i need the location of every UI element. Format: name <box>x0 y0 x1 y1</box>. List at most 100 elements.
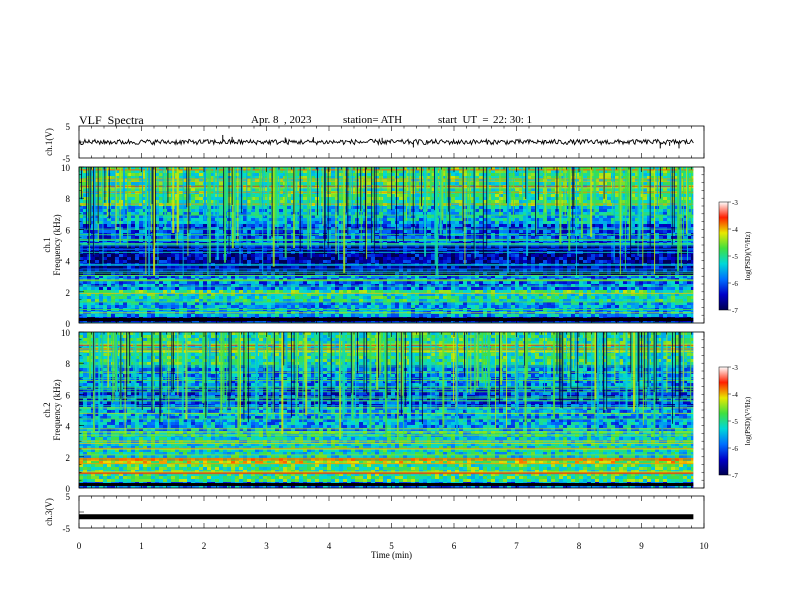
spectrogram-cell <box>639 254 643 257</box>
spectrogram-cell <box>635 182 639 185</box>
spectrogram-cell <box>263 188 267 191</box>
spectrogram-cell <box>183 260 187 263</box>
spectrogram-cell <box>351 182 355 185</box>
spectrogram-cell <box>299 200 303 203</box>
spectrogram-cell <box>127 212 131 215</box>
spectrogram-cell <box>531 245 535 248</box>
spectrogram-cell <box>483 257 487 260</box>
spectrogram-cell <box>115 254 119 257</box>
spectrogram-cell <box>667 209 671 212</box>
spectrogram-cell <box>351 173 355 176</box>
spectrogram-cell <box>99 227 103 230</box>
spectrogram-cell <box>503 212 507 215</box>
spectrogram-cell <box>499 236 503 239</box>
spectrogram-cell <box>455 230 459 233</box>
spectrogram-cell <box>503 236 507 239</box>
spectrogram-cell <box>583 218 587 221</box>
spectrogram-cell <box>467 236 471 239</box>
spectrogram-cell <box>543 224 547 227</box>
spectrogram-cell <box>159 188 163 191</box>
spectrogram-cell <box>667 200 671 203</box>
spectrogram-cell <box>95 260 99 263</box>
spectrogram-cell <box>279 176 283 179</box>
spectrogram-cell <box>563 236 567 239</box>
spectrogram-cell <box>347 188 351 191</box>
spectrogram-cell <box>443 212 447 215</box>
spectrogram-cell <box>159 200 163 203</box>
spectrogram-cell <box>647 197 651 200</box>
spectrogram-cell <box>391 188 395 191</box>
spectrogram-cell <box>495 221 499 224</box>
spectrogram-cell <box>331 215 335 218</box>
spectrogram-cell <box>591 176 595 179</box>
spectrogram-cell <box>583 212 587 215</box>
spectrogram-cell <box>139 167 143 170</box>
spectrogram-cell <box>631 215 635 218</box>
spectrogram-cell <box>535 236 539 239</box>
spectrogram-cell <box>503 182 507 185</box>
spectrogram-cell <box>191 170 195 173</box>
spectrogram-cell <box>191 212 195 215</box>
spectrogram-cell <box>547 221 551 224</box>
spectrogram-cell <box>487 179 491 182</box>
spectrogram-cell <box>587 227 591 230</box>
spectrogram-cell <box>587 257 591 260</box>
spectrogram-cell <box>195 215 199 218</box>
spectrogram-cell <box>219 230 223 233</box>
spectrogram-cell <box>303 257 307 260</box>
spectrogram-cell <box>547 227 551 230</box>
spectrogram-cell <box>431 176 435 179</box>
spectrogram-cell <box>311 209 315 212</box>
spectrogram-cell <box>219 173 223 176</box>
spectrogram-cell <box>315 260 319 263</box>
spectrogram-cell <box>431 218 435 221</box>
spectrogram-cell <box>479 260 483 263</box>
spectrogram-cell <box>503 254 507 257</box>
spectrogram-cell <box>239 224 243 227</box>
spectrogram-cell <box>503 215 507 218</box>
spectrogram-cell <box>603 230 607 233</box>
spectrogram-cell <box>499 224 503 227</box>
spectrogram-cell <box>263 209 267 212</box>
spectrogram-cell <box>667 188 671 191</box>
spectrogram-cell <box>115 215 119 218</box>
spectrogram-cell <box>651 215 655 218</box>
spectrogram-cell <box>495 227 499 230</box>
spectrogram-cell <box>287 257 291 260</box>
spectrogram-cell <box>667 173 671 176</box>
spectrogram-cell <box>275 221 279 224</box>
spectrogram-cell <box>123 206 127 209</box>
spectrogram-cell <box>135 215 139 218</box>
spectrogram-cell <box>507 260 511 263</box>
spectrogram-cell <box>179 218 183 221</box>
spectrogram-cell <box>483 218 487 221</box>
spectrogram-cell <box>503 176 507 179</box>
spectrogram-cell <box>495 182 499 185</box>
spectrogram-cell <box>155 194 159 197</box>
spectrogram-cell <box>287 179 291 182</box>
spectrogram-cell <box>535 167 539 170</box>
spectrogram-cell <box>199 173 203 176</box>
spectrogram-cell <box>499 257 503 260</box>
spectrogram-cell <box>603 224 607 227</box>
spectrogram-cell <box>543 260 547 263</box>
spectrogram-cell <box>583 182 587 185</box>
spectrogram-cell <box>239 209 243 212</box>
spectrogram-cell <box>683 179 687 182</box>
spectrogram-cell <box>371 257 375 260</box>
spectrogram-cell <box>403 206 407 209</box>
spectrogram-cell <box>139 194 143 197</box>
spectrogram-cell <box>179 176 183 179</box>
spectrogram-cell <box>139 206 143 209</box>
spectrogram-cell <box>675 260 679 263</box>
spectrogram-cell <box>427 236 431 239</box>
spectrogram-cell <box>503 218 507 221</box>
spectrogram-cell <box>327 209 331 212</box>
spectrogram-cell <box>635 179 639 182</box>
spectrogram-cell <box>383 200 387 203</box>
spectrogram-cell <box>663 218 667 221</box>
spectrogram-cell <box>643 218 647 221</box>
spectrogram-cell <box>647 227 651 230</box>
spectrogram-cell <box>127 215 131 218</box>
spectrogram-cell <box>607 170 611 173</box>
